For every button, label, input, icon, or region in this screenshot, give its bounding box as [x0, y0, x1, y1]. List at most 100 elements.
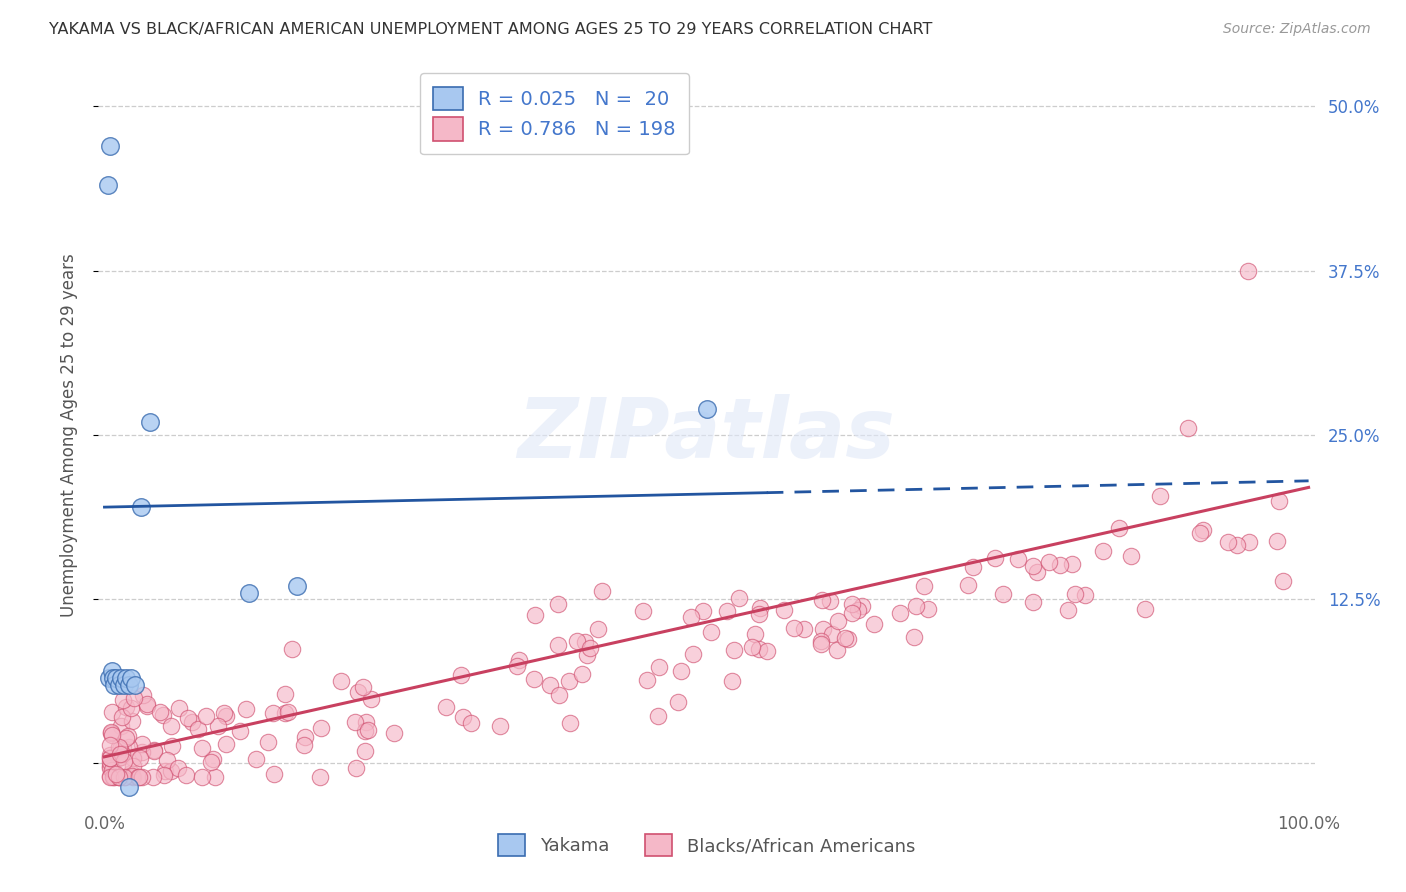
Point [201, 752, 224, 766]
Point [280, 642, 302, 657]
Point [354, 714, 377, 729]
Point [727, 591, 749, 605]
Point [100, 747, 122, 762]
Point [156, 753, 179, 767]
Point [110, 671, 132, 685]
Point [506, 659, 529, 673]
Point [1265, 534, 1288, 549]
Point [353, 724, 375, 739]
Point [1062, 557, 1084, 571]
Point [131, 688, 153, 702]
Point [122, 770, 145, 784]
Point [100, 751, 122, 765]
Point [100, 665, 122, 679]
Point [180, 715, 202, 730]
Point [460, 715, 482, 730]
Point [120, 701, 142, 715]
Point [744, 627, 766, 641]
Point [129, 500, 152, 515]
Point [666, 695, 689, 709]
Point [128, 770, 150, 784]
Point [111, 693, 134, 707]
Point [131, 770, 153, 784]
Point [837, 632, 859, 646]
Point [117, 729, 139, 743]
Point [100, 769, 122, 783]
Point [235, 701, 257, 715]
Point [851, 599, 873, 613]
Point [1271, 574, 1294, 589]
Point [110, 719, 132, 733]
Point [167, 761, 190, 775]
Point [100, 770, 122, 784]
Point [1073, 588, 1095, 602]
Point [905, 599, 928, 613]
Point [200, 755, 222, 769]
Point [285, 579, 308, 593]
Point [97, 178, 120, 193]
Point [692, 604, 714, 618]
Point [127, 770, 149, 784]
Point [100, 758, 122, 772]
Point [330, 674, 353, 689]
Point [1049, 558, 1071, 572]
Point [229, 724, 252, 739]
Point [903, 630, 925, 644]
Point [434, 699, 457, 714]
Point [983, 551, 1005, 566]
Point [748, 607, 770, 621]
Text: Source: ZipAtlas.com: Source: ZipAtlas.com [1223, 22, 1371, 37]
Point [523, 672, 546, 686]
Point [114, 770, 136, 784]
Point [262, 706, 284, 720]
Point [117, 677, 139, 691]
Point [153, 768, 176, 782]
Point [308, 770, 330, 784]
Point [578, 641, 600, 656]
Point [591, 584, 613, 599]
Point [143, 744, 166, 758]
Point [682, 647, 704, 661]
Point [834, 632, 856, 646]
Point [118, 740, 141, 755]
Point [825, 643, 848, 657]
Point [257, 735, 280, 749]
Point [103, 770, 125, 784]
Text: YAKAMA VS BLACK/AFRICAN AMERICAN UNEMPLOYMENT AMONG AGES 25 TO 29 YEARS CORRELAT: YAKAMA VS BLACK/AFRICAN AMERICAN UNEMPLO… [49, 22, 932, 37]
Point [841, 597, 863, 611]
Point [1026, 566, 1049, 580]
Point [101, 728, 124, 742]
Point [811, 593, 834, 607]
Point [347, 685, 370, 699]
Point [274, 687, 297, 701]
Point [354, 744, 377, 758]
Point [187, 723, 209, 737]
Point [160, 739, 183, 754]
Point [177, 711, 200, 725]
Point [245, 752, 267, 766]
Point [575, 648, 598, 662]
Point [548, 688, 571, 702]
Point [115, 671, 138, 685]
Point [103, 770, 125, 784]
Point [1022, 595, 1045, 609]
Point [121, 759, 143, 773]
Point [841, 607, 863, 621]
Point [167, 700, 190, 714]
Point [121, 714, 143, 728]
Point [174, 768, 197, 782]
Point [103, 677, 125, 691]
Point [101, 671, 124, 685]
Point [142, 770, 165, 784]
Point [124, 677, 146, 691]
Point [547, 597, 569, 611]
Point [139, 415, 162, 429]
Point [1119, 549, 1142, 564]
Point [1092, 544, 1115, 558]
Point [558, 673, 581, 688]
Point [191, 770, 214, 784]
Point [100, 725, 122, 739]
Point [238, 585, 260, 599]
Point [846, 603, 869, 617]
Point [700, 625, 723, 640]
